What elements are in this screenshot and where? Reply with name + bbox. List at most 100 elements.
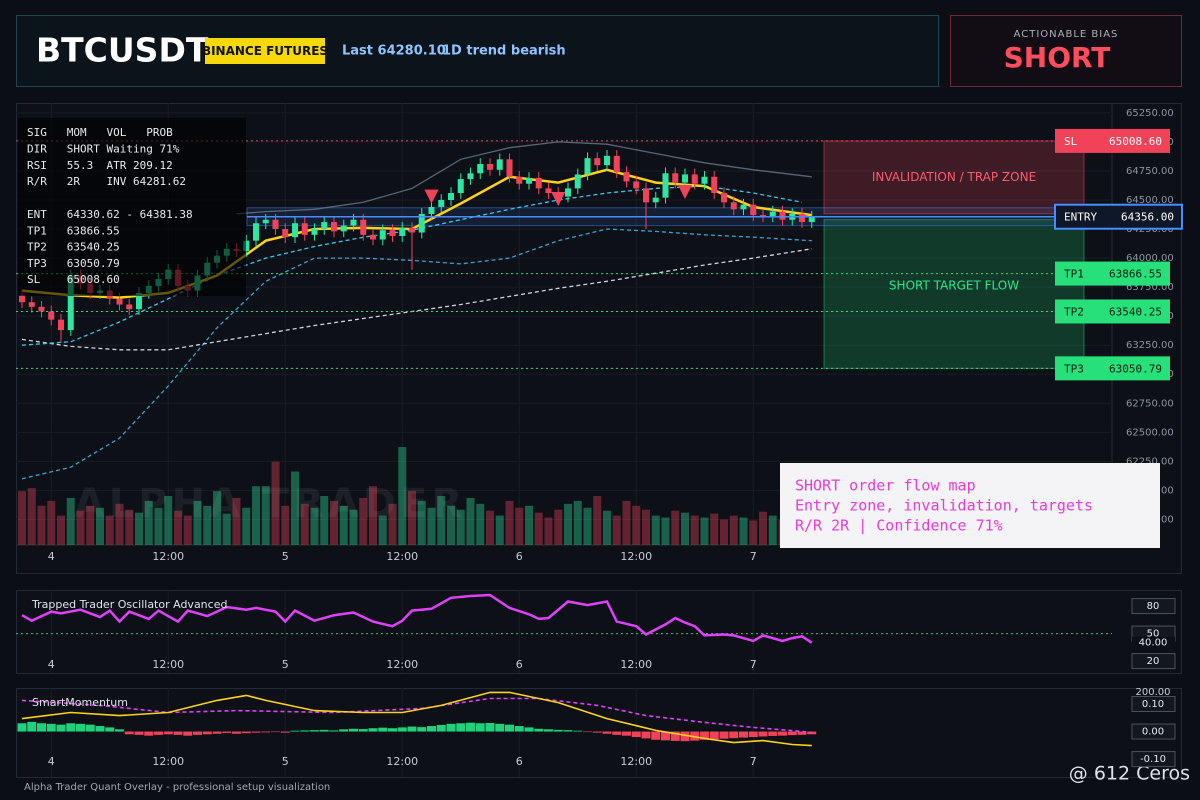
candle-body: [769, 211, 776, 217]
volume-bar: [183, 515, 192, 545]
histogram-bar: [124, 731, 134, 735]
volume-bar: [203, 505, 212, 545]
histogram-bar: [505, 724, 514, 732]
bias-label: ACTIONABLE BIAS: [1014, 29, 1119, 40]
volume-bar: [378, 515, 387, 545]
oscillator-panel: [16, 590, 1182, 674]
info-row: TP1 63866.55: [27, 224, 120, 237]
level-name: SL: [1064, 135, 1078, 148]
volume-bar: [495, 515, 504, 545]
histogram-bar: [524, 727, 534, 732]
zone: [823, 219, 1085, 369]
histogram-bar: [261, 731, 271, 733]
candle-body: [535, 177, 542, 189]
candle-body: [262, 219, 269, 224]
histogram-bar: [495, 723, 505, 732]
x-tick-label: 12:00: [152, 658, 184, 671]
level-tag: [1055, 356, 1170, 381]
note-box: [780, 463, 1160, 548]
histogram-bar: [670, 731, 680, 741]
exchange: BINANCE FUTURES: [202, 44, 328, 58]
info-panel: [18, 118, 246, 296]
volume-bar: [768, 515, 777, 545]
watermark: ALPHA TRADER: [74, 481, 467, 527]
candle-body: [730, 202, 737, 210]
candle-body: [545, 188, 552, 194]
candle-body: [652, 197, 659, 203]
volume-bar: [476, 503, 485, 545]
x-tick-label: 6: [516, 658, 523, 671]
volume-bar: [252, 486, 260, 545]
candle-body: [457, 179, 464, 194]
candle-body: [379, 230, 386, 240]
x-tick-label: 12:00: [386, 550, 418, 563]
volume-bar: [222, 513, 231, 545]
histogram-bar: [154, 731, 163, 735]
volume-bar: [310, 507, 319, 545]
volume-bar: [544, 517, 553, 545]
candle-body: [399, 227, 406, 237]
histogram-bar: [641, 731, 651, 739]
volume-bar: [603, 510, 611, 545]
volume-bar: [583, 507, 592, 545]
volume-bar: [593, 496, 602, 545]
x-tick-label: 12:00: [152, 550, 184, 563]
volume-bar: [359, 497, 368, 545]
candle-body: [350, 219, 357, 226]
volume-bar: [632, 505, 641, 545]
histogram-bar: [329, 730, 339, 732]
volume-bar: [456, 509, 465, 545]
candle-body: [506, 159, 513, 177]
volume-bar: [398, 447, 407, 545]
volume-bar: [37, 505, 46, 545]
volume-bar: [408, 491, 416, 545]
x-tick-label: 4: [48, 658, 55, 671]
x-tick-label: 5: [282, 658, 289, 671]
extra-tick-label: 200.00: [1136, 687, 1171, 698]
y-tick-label: 80: [1147, 601, 1160, 612]
level-value: 64356.00: [1121, 211, 1174, 224]
y-tick-label: 64500.00: [1126, 195, 1174, 206]
candle-body: [662, 173, 669, 198]
note-line: SHORT order flow map: [795, 477, 976, 495]
histogram-bar: [787, 731, 797, 736]
histogram-bar: [583, 731, 592, 733]
info-row: TP2 63540.25: [27, 241, 120, 254]
x-tick-label: 4: [48, 550, 55, 563]
histogram-bar: [388, 728, 397, 732]
histogram-bar: [95, 726, 105, 732]
histogram-bar: [76, 723, 85, 732]
volume-bar: [681, 512, 689, 545]
note-line: Entry zone, invalidation, targets: [795, 497, 1093, 515]
y-tick-label: 20: [1147, 656, 1160, 667]
volume-bar: [144, 500, 153, 545]
y-tick-box: [1131, 723, 1176, 740]
candle-body: [604, 155, 610, 166]
histogram-bar: [271, 731, 280, 733]
candle-body: [643, 188, 649, 203]
histogram-bar: [758, 731, 768, 737]
candle-body: [136, 292, 142, 310]
candle-body: [292, 223, 298, 238]
candle-body: [438, 199, 445, 207]
volume-bar: [759, 511, 767, 545]
histogram-bar: [573, 730, 583, 732]
histogram-bar: [251, 731, 261, 733]
y-tick-box: [1131, 598, 1176, 615]
histogram-bar: [27, 721, 37, 732]
last-value-box: [1132, 636, 1175, 649]
candle-body: [613, 155, 620, 173]
histogram-bar: [358, 729, 368, 732]
volume-bar: [388, 503, 397, 545]
y-tick-box: [1131, 695, 1176, 712]
info-row: ENT 64330.62 - 64381.38: [27, 208, 193, 221]
info-row: TP3 63050.79: [27, 257, 120, 270]
histogram-bar: [202, 731, 212, 735]
level-tag: [1055, 128, 1170, 153]
volume-bar: [515, 507, 524, 545]
histogram-bar: [378, 727, 388, 732]
candle-body: [779, 211, 786, 220]
candle-body: [574, 174, 581, 189]
candle-body: [682, 174, 688, 183]
